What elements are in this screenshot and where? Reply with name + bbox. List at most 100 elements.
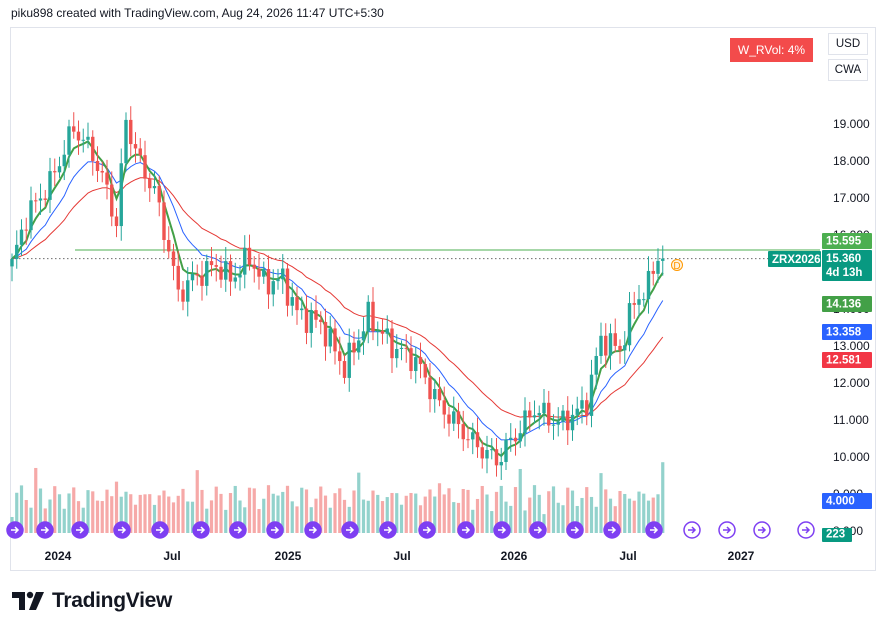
volume-bar: [414, 493, 418, 533]
volume-bar: [613, 506, 617, 533]
candle-body: [661, 258, 665, 261]
volume-bar: [385, 497, 389, 533]
y-tick-label: 10.000: [833, 450, 870, 464]
event-arrow-icon: [234, 526, 243, 534]
volume-bar: [290, 501, 294, 533]
candle-body: [589, 374, 594, 416]
candle-body: [452, 411, 456, 424]
volume-bar: [157, 495, 161, 533]
event-arrow-icon: [688, 526, 697, 534]
volume-bar: [347, 506, 351, 533]
y-tick-label: 11.000: [833, 413, 869, 427]
volume-bar: [599, 473, 603, 533]
symbol-tag: [768, 251, 821, 267]
candle-body: [290, 297, 294, 306]
volume-bar: [34, 467, 38, 533]
candle-body: [618, 345, 622, 351]
candle-body: [437, 389, 442, 401]
candle-body: [266, 269, 271, 295]
candle-body: [404, 347, 408, 349]
candle-body: [523, 410, 527, 434]
ema-slow-line: [11, 177, 664, 419]
candle-body: [608, 333, 613, 356]
candle-body: [276, 279, 280, 282]
volume-bar: [319, 486, 323, 533]
volume-bar: [471, 509, 475, 533]
volume-bar: [276, 495, 280, 533]
currency-button[interactable]: USD: [828, 33, 868, 55]
candle-body: [214, 265, 218, 267]
volume-bar: [62, 508, 66, 533]
candle-body: [29, 200, 33, 231]
volume-bar: [86, 490, 90, 533]
candle-body: [423, 364, 427, 378]
event-arrow-icon: [118, 526, 127, 534]
x-tick-label: 2026: [501, 549, 528, 563]
candle-body: [181, 289, 185, 302]
volume-bar: [380, 501, 385, 533]
volume-bar: [190, 501, 195, 533]
volume-bar: [642, 493, 646, 533]
candle-body: [114, 216, 119, 227]
volume-bar: [247, 487, 252, 533]
volume-bar: [38, 488, 43, 533]
candle-body: [433, 389, 437, 400]
candle-body: [442, 400, 446, 415]
candle-body: [456, 411, 461, 425]
volume-bar: [105, 489, 109, 533]
volume-bar: [480, 485, 484, 533]
candle-body: [72, 126, 76, 132]
volume-bar: [209, 500, 214, 533]
event-arrow-icon: [346, 526, 355, 534]
chart-frame: [10, 27, 876, 571]
candle-body: [309, 310, 313, 333]
volume-bar: [452, 502, 456, 533]
tradingview-logo[interactable]: TradingView: [12, 589, 172, 613]
candle-body: [651, 270, 655, 274]
volume-bar: [76, 501, 81, 533]
candle-body: [399, 347, 404, 349]
event-arrow-icon: [571, 526, 580, 534]
candle-body: [304, 308, 309, 333]
volume-bar: [171, 502, 176, 533]
volume-bar: [252, 488, 256, 533]
event-arrow-icon: [723, 526, 732, 534]
candle-body: [542, 402, 546, 414]
candle-body: [528, 410, 532, 418]
tradingview-logo-icon: [12, 591, 44, 610]
candle-body: [380, 330, 385, 334]
candle-body: [86, 136, 90, 140]
y-tick-label: 18.000: [833, 154, 870, 168]
candle-body: [323, 321, 328, 347]
candle-body: [371, 301, 375, 332]
settlement-button[interactable]: CWA: [828, 59, 868, 81]
volume-bar: [24, 500, 28, 533]
event-arrow-icon: [156, 526, 165, 534]
volume-bar: [418, 505, 423, 533]
events-tag: [822, 528, 852, 542]
volume-bar: [266, 485, 271, 533]
volume-bar: [395, 493, 399, 533]
event-arrow-icon: [11, 526, 20, 534]
candle-body: [490, 449, 494, 451]
volume-bar: [233, 485, 237, 533]
volume-bar: [81, 507, 85, 533]
volume-bar: [176, 495, 180, 533]
candle-body: [124, 119, 128, 164]
resistance-tag: [822, 233, 872, 249]
candle-body: [34, 200, 38, 202]
volume-bar: [556, 502, 560, 533]
volume-bar: [19, 485, 24, 533]
candle-body: [281, 268, 285, 280]
volume-bar: [447, 488, 451, 533]
candle-body: [570, 414, 575, 431]
volume-bar: [371, 490, 375, 533]
volume-bar: [57, 494, 62, 533]
candle-body: [10, 258, 14, 267]
volume-bar: [428, 489, 432, 533]
volume-bar: [143, 494, 147, 533]
volume-bar: [53, 486, 57, 533]
dividend-marker[interactable]: [671, 259, 683, 271]
ema-mid-tag-text: 13.358: [826, 327, 862, 339]
